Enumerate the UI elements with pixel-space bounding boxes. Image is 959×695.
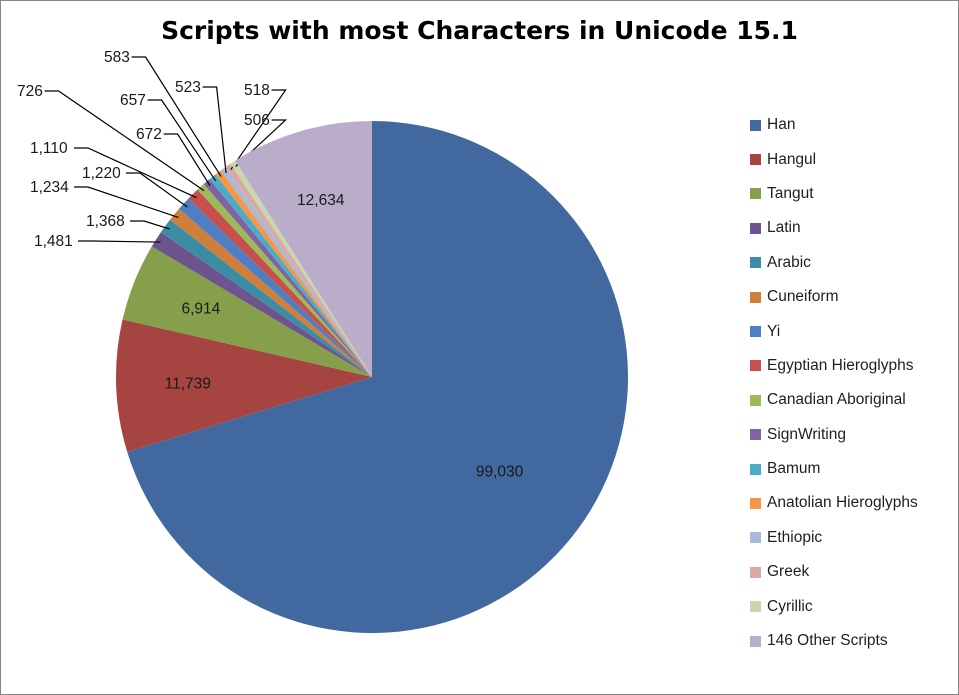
data-label: 672 — [136, 126, 162, 143]
leader-line — [74, 186, 179, 218]
data-label: 12,634 — [297, 192, 345, 209]
legend-item: 146 Other Scripts — [750, 624, 918, 658]
legend-label: Greek — [767, 563, 810, 581]
legend-swatch — [750, 429, 761, 441]
legend-swatch — [750, 566, 761, 578]
legend-label: Cyrillic — [767, 597, 813, 615]
data-label: 506 — [244, 112, 270, 129]
legend-label: Anatolian Hieroglyphs — [767, 494, 918, 512]
legend-swatch — [750, 635, 761, 647]
data-label: 11,739 — [165, 375, 211, 392]
legend-item: Han — [750, 108, 918, 142]
pie-slice-greek — [225, 163, 372, 377]
legend-item: Anatolian Hieroglyphs — [750, 486, 918, 520]
leader-line — [131, 56, 222, 177]
pie-slice-ethiopic — [220, 167, 372, 377]
data-label: 6,914 — [181, 300, 220, 317]
chart-title: Scripts with most Characters in Unicode … — [161, 16, 798, 45]
leader-line — [147, 99, 217, 182]
legend-label: Egyptian Hieroglyphs — [767, 356, 914, 374]
legend-item: Greek — [750, 555, 918, 589]
chart-legend: Han Hangul Tangut Latin Arabic Cuneiform Yi Egy… — [750, 108, 918, 658]
leader-line — [163, 133, 211, 186]
legend-item: Cuneiform — [750, 280, 918, 314]
legend-swatch — [750, 188, 761, 200]
pie-slice-tangut — [122, 246, 372, 377]
pie-slice-hangul — [116, 319, 372, 452]
data-label: 518 — [244, 82, 270, 99]
legend-item: Bamum — [750, 452, 918, 486]
legend-swatch — [750, 532, 761, 544]
pie-slice-146-other-scripts — [235, 121, 372, 377]
legend-item: Cyrillic — [750, 589, 918, 623]
legend-item: Arabic — [750, 246, 918, 280]
legend-swatch — [750, 463, 761, 475]
legend-swatch — [750, 394, 761, 406]
legend-label: Yi — [767, 322, 781, 340]
legend-label: Ethiopic — [767, 528, 823, 546]
pie-slice-anatolian-hieroglyphs — [215, 170, 372, 377]
pie-slice-latin — [151, 232, 372, 377]
leader-line — [230, 89, 287, 170]
data-label: 1,481 — [34, 233, 73, 250]
leader-line — [78, 240, 161, 243]
pie-slice-arabic — [160, 219, 372, 377]
leader-line — [126, 172, 188, 208]
legend-item: Hangul — [750, 142, 918, 176]
data-label: 726 — [17, 83, 43, 100]
legend-swatch — [750, 360, 761, 372]
data-label: 1,220 — [82, 165, 121, 182]
legend-label: 146 Other Scripts — [767, 632, 888, 650]
pie-slice-yi — [179, 198, 372, 377]
legend-item: Latin — [750, 211, 918, 245]
legend-swatch — [750, 497, 761, 509]
pie-slice-bamum — [209, 174, 372, 377]
leader-line — [130, 220, 170, 230]
pie-slice-signwriting — [203, 179, 372, 377]
legend-swatch — [750, 601, 761, 613]
legend-item: Yi — [750, 314, 918, 348]
legend-item: Ethiopic — [750, 521, 918, 555]
data-label: 657 — [120, 92, 146, 109]
legend-swatch — [750, 222, 761, 234]
leader-line — [202, 86, 227, 173]
legend-swatch — [750, 154, 761, 166]
data-label: 1,110 — [30, 140, 68, 157]
pie-slice-han — [127, 121, 628, 633]
legend-swatch — [750, 326, 761, 338]
data-label: 1,234 — [30, 179, 69, 196]
legend-swatch — [750, 291, 761, 303]
legend-swatch — [750, 257, 761, 269]
pie-slice-canadian-aboriginal — [197, 184, 372, 377]
legend-label: Han — [767, 116, 796, 134]
leader-line — [74, 147, 197, 199]
legend-label: Cuneiform — [767, 288, 839, 306]
legend-label: Latin — [767, 219, 801, 237]
pie-slice-cuneiform — [170, 208, 372, 377]
legend-swatch — [750, 119, 761, 131]
legend-label: Hangul — [767, 150, 817, 168]
leader-line — [44, 90, 205, 192]
data-label: 1,368 — [86, 213, 125, 230]
data-label: 99,030 — [476, 463, 524, 480]
legend-item: Egyptian Hieroglyphs — [750, 349, 918, 383]
legend-item: SignWriting — [750, 418, 918, 452]
pie-slice-egyptian-hieroglyphs — [188, 189, 372, 377]
legend-label: Canadian Aboriginal — [767, 391, 906, 409]
legend-item: Canadian Aboriginal — [750, 383, 918, 417]
data-label: 523 — [175, 79, 201, 96]
legend-label: Arabic — [767, 253, 811, 271]
legend-label: SignWriting — [767, 425, 846, 443]
data-label: 583 — [104, 49, 130, 66]
legend-label: Tangut — [767, 184, 814, 202]
legend-item: Tangut — [750, 177, 918, 211]
legend-label: Bamum — [767, 460, 821, 478]
pie-slice-cyrillic — [230, 160, 372, 377]
